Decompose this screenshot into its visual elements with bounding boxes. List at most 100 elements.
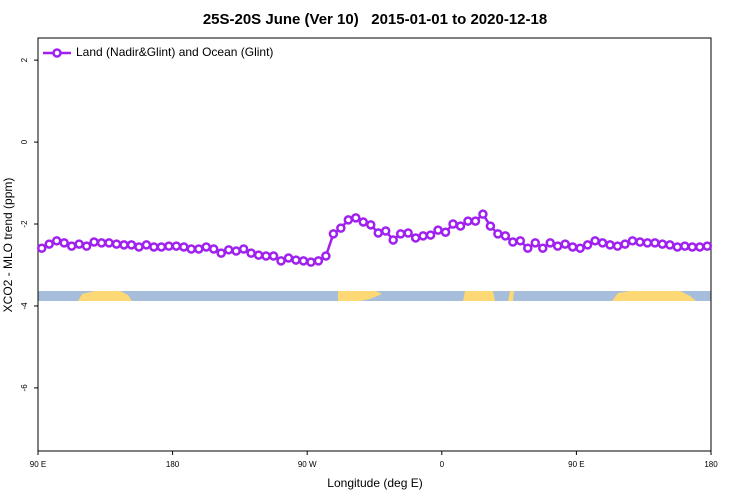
data-point [36, 243, 47, 253]
x-tick-label: 90 E [568, 460, 584, 469]
data-point [246, 248, 256, 258]
data-point [672, 242, 683, 252]
land-patch [338, 291, 382, 301]
data-point [418, 231, 428, 241]
land-patch [78, 291, 132, 301]
data-point [433, 225, 443, 235]
data-point [253, 250, 264, 260]
data-point [111, 239, 122, 249]
data-point [208, 244, 219, 254]
x-tick-label: 180 [166, 460, 180, 469]
land-ocean-strip [38, 291, 711, 301]
data-point [620, 239, 630, 249]
data-point [380, 226, 391, 236]
data-point [642, 238, 653, 248]
data-point [538, 243, 548, 253]
data-point [366, 220, 376, 230]
data-point [261, 251, 271, 261]
data-point [119, 240, 129, 250]
data-point [149, 242, 159, 252]
data-point [425, 230, 436, 240]
data-point [171, 241, 182, 251]
data-point [343, 215, 354, 225]
data-point [268, 251, 279, 261]
data-point [508, 237, 518, 247]
data-point [702, 241, 713, 251]
data-point [448, 219, 458, 229]
data-point [575, 243, 585, 253]
x-tick-label: 0 [440, 460, 445, 469]
y-tick-label: -2 [20, 220, 29, 228]
data-point [51, 236, 62, 246]
data-point [373, 228, 383, 238]
legend-marker [52, 48, 62, 58]
data-point [96, 238, 107, 248]
data-point [493, 229, 503, 239]
data-point [605, 240, 615, 250]
data-point [590, 236, 600, 246]
data-point [515, 236, 526, 246]
data-point [552, 241, 563, 251]
data-point [216, 248, 226, 258]
data-point [650, 238, 660, 248]
y-axis-label: XCO2 - MLO trend (ppm) [1, 178, 15, 313]
data-point [179, 242, 189, 252]
data-point [321, 251, 331, 261]
x-tick-label: 90 E [30, 460, 46, 469]
x-axis-label: Longitude (deg E) [327, 476, 422, 490]
data-point [358, 217, 369, 227]
data-point [410, 233, 421, 243]
y-tick-label: 0 [20, 139, 29, 144]
data-point [545, 238, 555, 248]
data-point [298, 256, 309, 266]
data-point [612, 241, 623, 251]
data-point [74, 239, 84, 249]
data-point [687, 242, 698, 252]
data-point [164, 241, 174, 251]
data-point [66, 241, 77, 251]
series-line [41, 212, 708, 264]
data-point [523, 243, 533, 253]
data-point [283, 253, 294, 263]
data-point [104, 238, 114, 248]
data-point [500, 231, 511, 241]
data-point [582, 240, 593, 250]
y-tick-label: -4 [20, 302, 29, 310]
data-point [463, 216, 473, 226]
data-point [223, 245, 234, 255]
data-point [134, 242, 144, 252]
data-point [597, 238, 608, 248]
data-point [403, 228, 413, 238]
data-point [201, 242, 211, 252]
data-point [560, 239, 570, 249]
data-point [238, 244, 249, 254]
data-point [313, 256, 324, 266]
land-patch [463, 291, 495, 301]
data-point [328, 229, 339, 239]
data-point [141, 240, 152, 250]
land-patch [508, 291, 514, 301]
data-point [194, 244, 204, 254]
data-point [440, 227, 451, 237]
y-tick-label: -6 [20, 384, 29, 392]
data-point [478, 209, 488, 219]
data-point [395, 229, 406, 239]
legend-label: Land (Nadir&Glint) and Ocean (Glint) [76, 45, 273, 59]
data-point [455, 221, 466, 231]
data-point [567, 242, 578, 252]
data-point [665, 240, 675, 250]
data-point [89, 237, 99, 247]
data-point [231, 246, 241, 256]
data-point [336, 223, 346, 233]
data-point [627, 236, 638, 246]
data-point [156, 242, 167, 252]
data-point [291, 255, 301, 265]
data-point [59, 238, 69, 248]
chart-title: 25S-20S June (Ver 10) 2015-01-01 to 2020… [203, 11, 547, 28]
data-point [44, 239, 54, 249]
data-point [388, 235, 398, 245]
data-point [81, 241, 92, 251]
data-point [351, 213, 361, 223]
data-point [276, 256, 286, 266]
